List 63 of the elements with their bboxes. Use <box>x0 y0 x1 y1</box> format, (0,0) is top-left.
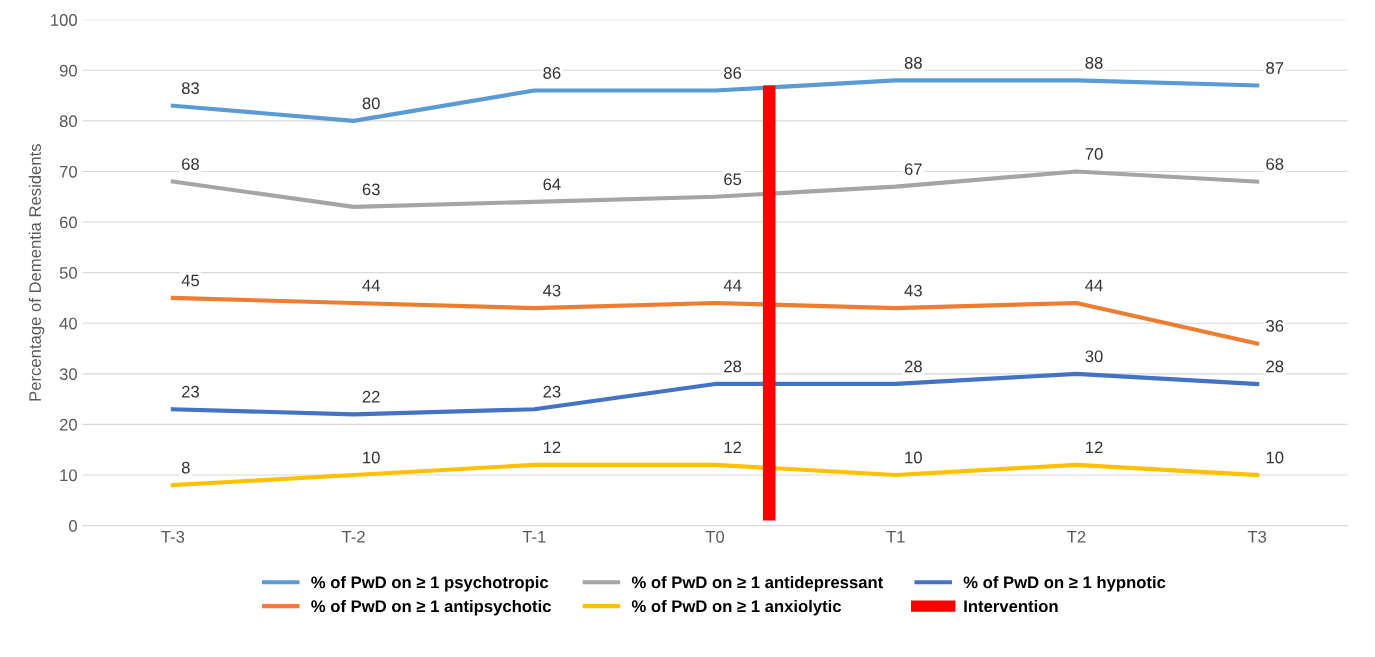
y-tick-label: 50 <box>59 267 77 279</box>
legend-label: % of PwD on ≥ 1 hypnotic <box>963 576 1166 592</box>
data-label: 88 <box>1085 56 1103 69</box>
data-label: 80 <box>362 97 380 110</box>
legend-label: % of PwD on ≥ 1 psychotropic <box>311 576 549 592</box>
data-label: 65 <box>724 173 742 186</box>
data-label: 88 <box>904 56 922 69</box>
x-tick-label: T2 <box>1067 530 1086 543</box>
data-label: 45 <box>181 274 200 287</box>
y-tick-label: 0 <box>69 520 77 532</box>
data-label: 64 <box>543 178 561 191</box>
data-label: 10 <box>1266 451 1284 464</box>
line-series <box>170 78 1260 123</box>
legend-label: % of PwD on ≥ 1 antidepressant <box>631 576 884 592</box>
data-label: 67 <box>904 163 922 176</box>
x-tick-label: T-3 <box>161 530 185 543</box>
line-series <box>170 371 1260 417</box>
data-label: 30 <box>1085 350 1103 363</box>
data-label: 43 <box>543 284 561 297</box>
line-series <box>170 295 1260 346</box>
y-tick-label: 10 <box>60 469 77 482</box>
data-label: 23 <box>182 385 199 398</box>
data-label: 28 <box>1266 360 1284 373</box>
data-label: 83 <box>181 82 199 95</box>
data-label: 12 <box>724 441 742 454</box>
x-tick-label: T1 <box>886 531 905 543</box>
y-tick-label: 80 <box>59 115 77 128</box>
x-tick-label: T-1 <box>522 531 546 543</box>
y-tick-label: 20 <box>59 418 77 431</box>
data-label: 44 <box>723 279 742 292</box>
data-label: 36 <box>1266 320 1284 332</box>
data-label: 8 <box>181 461 190 474</box>
y-tick-label: 70 <box>59 165 77 178</box>
data-label: 87 <box>1266 62 1284 74</box>
x-tick-label: T-2 <box>341 530 365 543</box>
data-label: 22 <box>362 390 380 403</box>
y-tick-label: 30 <box>59 368 77 381</box>
y-tick-label: 60 <box>59 216 77 229</box>
y-tick-label: 100 <box>51 14 77 26</box>
text: Intervention <box>964 599 1058 613</box>
data-label: 44 <box>1085 279 1103 292</box>
legend-label: % of PwD on ≥ 1 antipsychotic <box>311 599 551 616</box>
data-label: 43 <box>904 284 922 297</box>
data-label: 12 <box>543 441 561 454</box>
data-label: 28 <box>904 360 922 373</box>
legend-label: % of PwD on ≥ 1 anxiolytic <box>631 599 842 616</box>
data-label: 10 <box>363 451 380 464</box>
data-label: 86 <box>543 67 561 79</box>
x-tick-label: T0 <box>705 530 725 543</box>
data-label: 63 <box>362 183 380 196</box>
data-label: 44 <box>362 279 380 292</box>
data-label: 12 <box>1086 441 1103 454</box>
data-label: 10 <box>905 451 922 464</box>
data-label: 86 <box>724 67 742 79</box>
data-label: 68 <box>1266 158 1284 170</box>
x-tick-label: T3 <box>1247 530 1267 543</box>
data-label: 68 <box>182 158 199 170</box>
data-label: 28 <box>724 360 742 373</box>
y-tick-label: 40 <box>59 317 77 330</box>
y-axis-title: Percentage of Dementia Residents <box>28 144 45 401</box>
data-label: 23 <box>543 385 561 398</box>
y-tick-label: 90 <box>59 64 77 77</box>
data-label: 70 <box>1085 148 1103 160</box>
